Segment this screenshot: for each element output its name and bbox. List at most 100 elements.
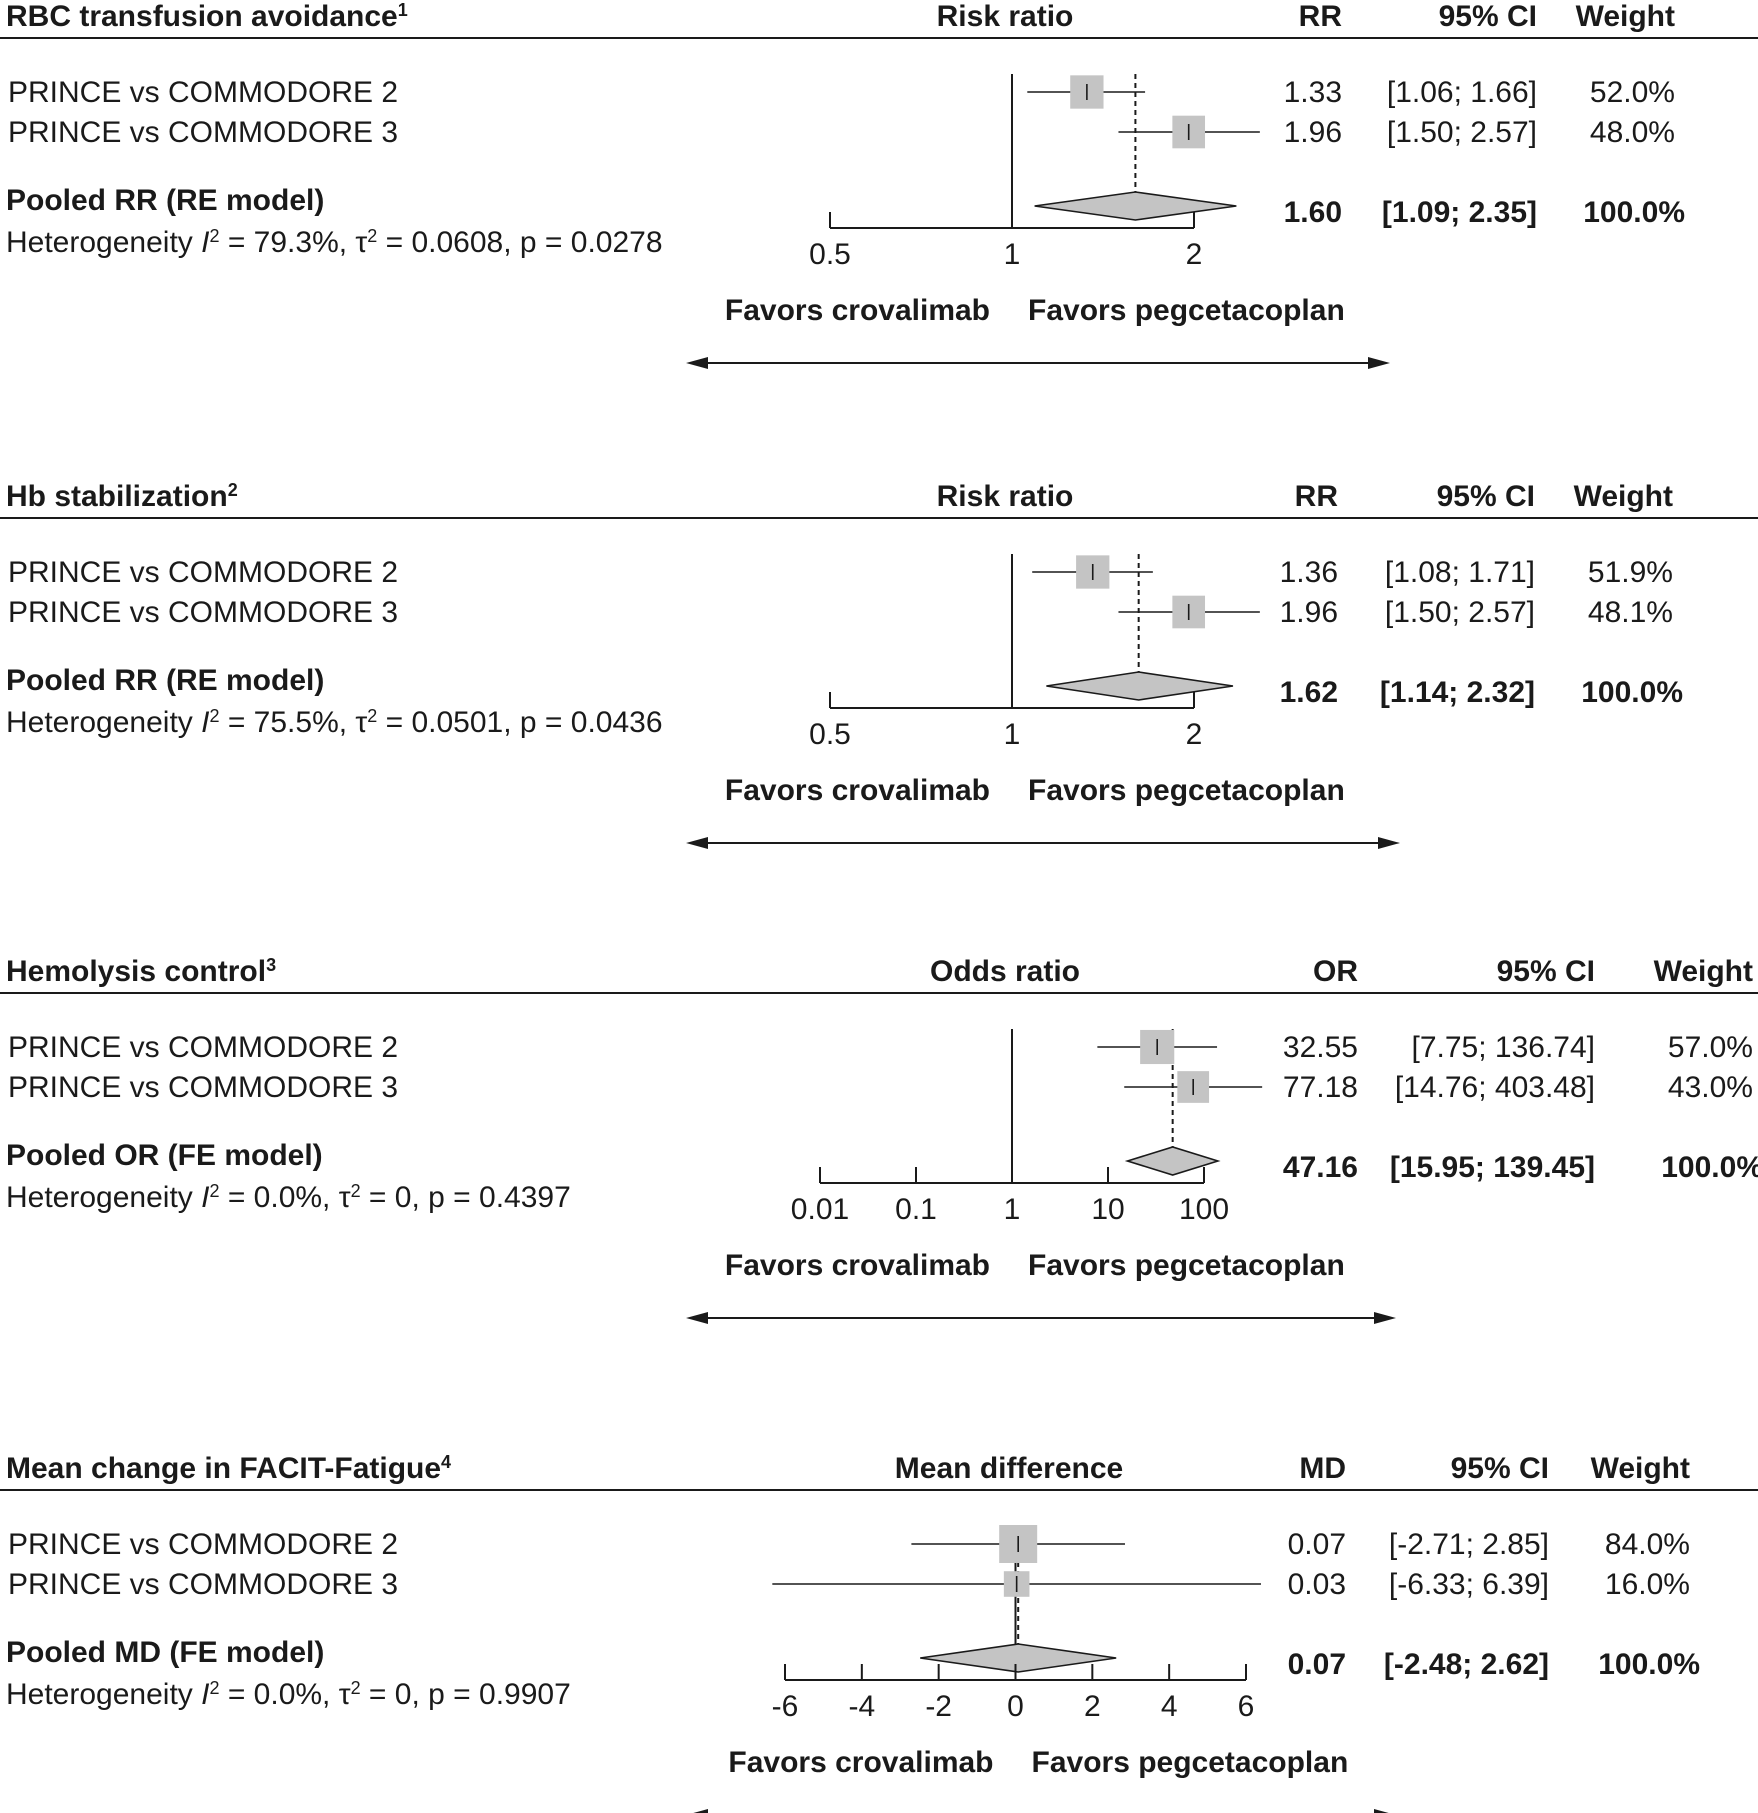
favors-left-arrowhead bbox=[686, 837, 708, 849]
study-ci: [-2.71; 2.85] bbox=[1389, 1528, 1549, 1561]
pooled-ci: [1.14; 2.32] bbox=[1380, 676, 1535, 709]
study-estimate: 1.96 bbox=[1284, 116, 1342, 149]
study-label: PRINCE vs COMMODORE 3 bbox=[8, 596, 398, 629]
study-estimate: 1.36 bbox=[1280, 556, 1338, 589]
study-ci: [1.08; 1.71] bbox=[1385, 556, 1535, 589]
study-ci: [-6.33; 6.39] bbox=[1389, 1568, 1549, 1601]
favors-right-label: Favors pegcetacoplan bbox=[1028, 294, 1345, 327]
study-estimate: 1.33 bbox=[1284, 76, 1342, 109]
x-axis-tick-label: 1 bbox=[1004, 238, 1021, 271]
pooled-diamond bbox=[920, 1643, 1117, 1673]
study-ci: [1.50; 2.57] bbox=[1385, 596, 1535, 629]
pooled-ci: [1.09; 2.35] bbox=[1382, 196, 1537, 229]
x-axis-tick-label: 1 bbox=[1004, 718, 1021, 751]
het-rest: = 0.0501, p = 0.0436 bbox=[377, 706, 662, 739]
favors-right-arrowhead bbox=[1374, 1312, 1396, 1324]
pooled-diamond bbox=[1046, 671, 1234, 701]
study-estimate: 0.07 bbox=[1288, 1528, 1346, 1561]
pooled-ci: [-2.48; 2.62] bbox=[1384, 1648, 1549, 1681]
het-tau-squared: 2 bbox=[351, 1181, 361, 1201]
favors-left-label: Favors crovalimab bbox=[725, 1249, 990, 1282]
het-rest: = 0.0608, p = 0.0278 bbox=[377, 226, 662, 259]
favors-right-label: Favors pegcetacoplan bbox=[1028, 1249, 1345, 1282]
x-axis-tick-label: 1 bbox=[1004, 1193, 1021, 1226]
effect-measure-header: Mean difference bbox=[895, 1452, 1123, 1485]
study-weight: 48.0% bbox=[1590, 116, 1675, 149]
forest-panel: Hb stabilization2 Risk ratio RR 95% CI Weigh… bbox=[0, 480, 1758, 849]
x-axis-tick-label: 0.5 bbox=[809, 238, 851, 271]
het-i-symbol: I bbox=[201, 1181, 209, 1214]
panel-title-footnote: 4 bbox=[441, 1452, 451, 1472]
panel-title-text: Hemolysis control bbox=[6, 955, 266, 988]
ci-column-header: 95% CI bbox=[1497, 955, 1595, 988]
study-label: PRINCE vs COMMODORE 3 bbox=[8, 116, 398, 149]
het-tau-squared: 2 bbox=[367, 226, 377, 246]
study-label: PRINCE vs COMMODORE 2 bbox=[8, 556, 398, 589]
estimate-column-header: RR bbox=[1299, 0, 1343, 33]
study-label: PRINCE vs COMMODORE 2 bbox=[8, 1031, 398, 1064]
study-estimate: 77.18 bbox=[1283, 1071, 1358, 1104]
panel-title-text: Hb stabilization bbox=[6, 480, 228, 513]
het-rest: = 0, p = 0.9907 bbox=[361, 1678, 571, 1711]
weight-column-header: Weight bbox=[1576, 0, 1675, 33]
pooled-diamond bbox=[1124, 1146, 1221, 1176]
estimate-column-header: OR bbox=[1313, 955, 1358, 988]
x-axis-tick-label: -4 bbox=[848, 1690, 875, 1723]
favors-right-label: Favors pegcetacoplan bbox=[1028, 774, 1345, 807]
x-axis-tick-label: 6 bbox=[1238, 1690, 1255, 1723]
panel-title: Hemolysis control3 bbox=[6, 955, 276, 988]
study-estimate: 0.03 bbox=[1288, 1568, 1346, 1601]
heterogeneity-stats: Heterogeneity I2 = 0.0%, τ2 = 0, p = 0.4… bbox=[6, 1181, 571, 1214]
x-axis-tick-label: 0.01 bbox=[791, 1193, 849, 1226]
pooled-label: Pooled RR (RE model) bbox=[6, 184, 324, 217]
favors-left-label: Favors crovalimab bbox=[725, 294, 990, 327]
het-rest: = 0, p = 0.4397 bbox=[361, 1181, 571, 1214]
het-i-value: = 0.0%, τ bbox=[219, 1678, 350, 1711]
x-axis-tick-label: 0 bbox=[1007, 1690, 1024, 1723]
study-weight: 48.1% bbox=[1588, 596, 1673, 629]
het-tau-squared: 2 bbox=[367, 706, 377, 726]
panel-title-text: RBC transfusion avoidance bbox=[6, 0, 398, 33]
favors-right-arrowhead bbox=[1378, 837, 1400, 849]
heterogeneity-stats: Heterogeneity I2 = 79.3%, τ2 = 0.0608, p… bbox=[6, 226, 663, 259]
panel-title-footnote: 2 bbox=[228, 480, 238, 500]
favors-left-arrowhead bbox=[693, 1809, 708, 1813]
panel-title: RBC transfusion avoidance1 bbox=[6, 0, 408, 33]
favors-right-label: Favors pegcetacoplan bbox=[1032, 1746, 1349, 1779]
favors-left-label: Favors crovalimab bbox=[725, 774, 990, 807]
favors-right-arrowhead bbox=[1368, 357, 1390, 369]
study-estimate: 32.55 bbox=[1283, 1031, 1358, 1064]
study-label: PRINCE vs COMMODORE 2 bbox=[8, 76, 398, 109]
pooled-label: Pooled MD (FE model) bbox=[6, 1636, 324, 1669]
study-label: PRINCE vs COMMODORE 2 bbox=[8, 1528, 398, 1561]
ci-column-header: 95% CI bbox=[1439, 0, 1537, 33]
effect-measure-header: Odds ratio bbox=[930, 955, 1080, 988]
het-prefix: Heterogeneity bbox=[6, 706, 201, 739]
pooled-estimate: 1.62 bbox=[1280, 676, 1338, 709]
favors-left-arrowhead bbox=[686, 357, 708, 369]
x-axis-tick-label: 0.5 bbox=[809, 718, 851, 751]
x-axis-tick-label: 10 bbox=[1091, 1193, 1124, 1226]
panel-title-footnote: 3 bbox=[266, 955, 276, 975]
estimate-column-header: MD bbox=[1299, 1452, 1346, 1485]
favors-left-arrowhead bbox=[686, 1312, 708, 1324]
heterogeneity-stats: Heterogeneity I2 = 75.5%, τ2 = 0.0501, p… bbox=[6, 706, 663, 739]
study-weight: 57.0% bbox=[1668, 1031, 1753, 1064]
study-ci: [1.06; 1.66] bbox=[1387, 76, 1537, 109]
pooled-weight: 100.0% bbox=[1583, 196, 1685, 229]
pooled-weight: 100.0% bbox=[1661, 1151, 1758, 1184]
pooled-label: Pooled OR (FE model) bbox=[6, 1139, 323, 1172]
het-i-symbol: I bbox=[201, 1678, 209, 1711]
ci-column-header: 95% CI bbox=[1437, 480, 1535, 513]
panel-title-text: Mean change in FACIT-Fatigue bbox=[6, 1452, 441, 1485]
het-prefix: Heterogeneity bbox=[6, 1181, 201, 1214]
study-weight: 84.0% bbox=[1605, 1528, 1690, 1561]
het-i-value: = 0.0%, τ bbox=[219, 1181, 350, 1214]
het-tau-squared: 2 bbox=[351, 1678, 361, 1698]
effect-measure-header: Risk ratio bbox=[937, 480, 1074, 513]
weight-column-header: Weight bbox=[1591, 1452, 1690, 1485]
favors-right-arrowhead bbox=[1374, 1809, 1389, 1813]
het-i-squared: 2 bbox=[209, 226, 219, 246]
study-ci: [7.75; 136.74] bbox=[1412, 1031, 1596, 1064]
